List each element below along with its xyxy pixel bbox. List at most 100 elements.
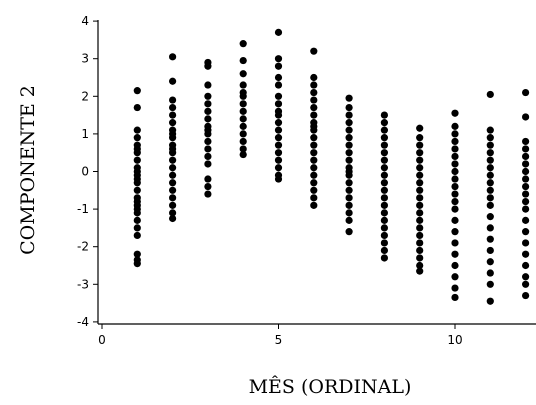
y-tick-label: -3 <box>77 277 89 291</box>
data-point <box>345 167 353 176</box>
data-point <box>310 81 318 89</box>
data-point <box>451 145 459 153</box>
y-tick-label: 3 <box>81 52 89 66</box>
data-point <box>310 96 318 104</box>
data-point <box>451 175 459 183</box>
data-point <box>380 186 388 194</box>
data-point <box>416 149 424 157</box>
data-point <box>416 141 424 149</box>
data-point <box>345 126 353 134</box>
data-point <box>416 261 424 270</box>
data-point <box>239 100 247 108</box>
y-axis-ticks: 4 3 2 1 0 -1 -2 -3 -4 <box>77 14 98 329</box>
data-point <box>274 28 283 36</box>
data-point <box>133 197 141 206</box>
data-point <box>416 267 424 275</box>
data-point <box>204 62 212 70</box>
data-point <box>522 175 530 183</box>
data-point <box>274 73 283 82</box>
data-point <box>486 246 494 255</box>
data-point <box>486 224 494 232</box>
data-point <box>274 164 283 172</box>
data-point <box>169 111 177 119</box>
data-point <box>486 179 494 187</box>
data-point <box>345 228 353 236</box>
data-point <box>274 92 283 100</box>
data-point <box>486 156 494 164</box>
data-point <box>204 92 212 100</box>
data-point <box>451 250 459 258</box>
data-point <box>380 231 388 240</box>
data-point <box>416 156 424 164</box>
data-point <box>133 87 141 95</box>
data-point <box>522 190 530 198</box>
data-point <box>204 81 212 89</box>
data-point <box>345 149 353 157</box>
data-point <box>310 194 318 202</box>
data-point <box>380 111 388 119</box>
data-point <box>522 167 530 176</box>
data-point <box>416 231 424 240</box>
data-point <box>239 150 247 159</box>
data-point <box>486 235 494 243</box>
data-point <box>380 254 388 262</box>
data-point <box>416 134 424 142</box>
data-point <box>451 205 459 213</box>
data-point <box>486 90 494 99</box>
data-point <box>345 209 353 217</box>
data-point <box>239 81 247 89</box>
data-point <box>522 291 530 300</box>
data-point <box>204 152 212 161</box>
data-point <box>204 100 212 108</box>
data-point <box>310 111 318 119</box>
data-point <box>416 124 424 132</box>
data-point <box>310 103 318 112</box>
data-point <box>239 56 247 65</box>
data-point <box>169 209 177 217</box>
data-point <box>345 186 353 194</box>
data-point <box>239 107 247 115</box>
data-point <box>345 94 353 102</box>
data-point <box>169 201 177 209</box>
data-point <box>522 88 530 97</box>
data-point <box>169 77 177 85</box>
data-point <box>274 119 283 127</box>
data-point <box>416 254 424 262</box>
data-point <box>274 81 283 89</box>
data-point <box>133 103 141 112</box>
data-point <box>522 152 530 161</box>
data-point <box>133 134 141 142</box>
data-point <box>204 160 212 168</box>
data-point <box>486 213 494 221</box>
data-point <box>451 190 459 198</box>
data-point <box>169 194 177 202</box>
data-point <box>380 141 388 149</box>
data-point <box>169 103 177 112</box>
data-point <box>522 182 530 191</box>
data-point <box>451 197 459 206</box>
data-point <box>451 261 459 270</box>
data-point <box>169 130 177 138</box>
data-point <box>169 171 177 179</box>
data-point <box>451 122 459 130</box>
data-point <box>345 201 353 209</box>
data-point <box>522 280 530 288</box>
y-tick-label: -2 <box>77 240 89 254</box>
data-point <box>133 186 141 194</box>
data-point <box>380 156 388 164</box>
data-point <box>486 269 494 277</box>
data-point <box>522 239 530 247</box>
data-point <box>204 190 212 198</box>
data-point <box>522 250 530 258</box>
data-point <box>380 119 388 127</box>
data-point <box>522 261 530 270</box>
data-point <box>274 141 283 149</box>
data-point <box>239 137 247 146</box>
y-tick-label: 1 <box>81 127 89 141</box>
data-point <box>169 119 177 127</box>
plot-frame <box>97 20 536 325</box>
data-point <box>310 164 318 172</box>
data-point <box>345 119 353 127</box>
data-point <box>169 179 177 187</box>
data-point <box>380 164 388 172</box>
